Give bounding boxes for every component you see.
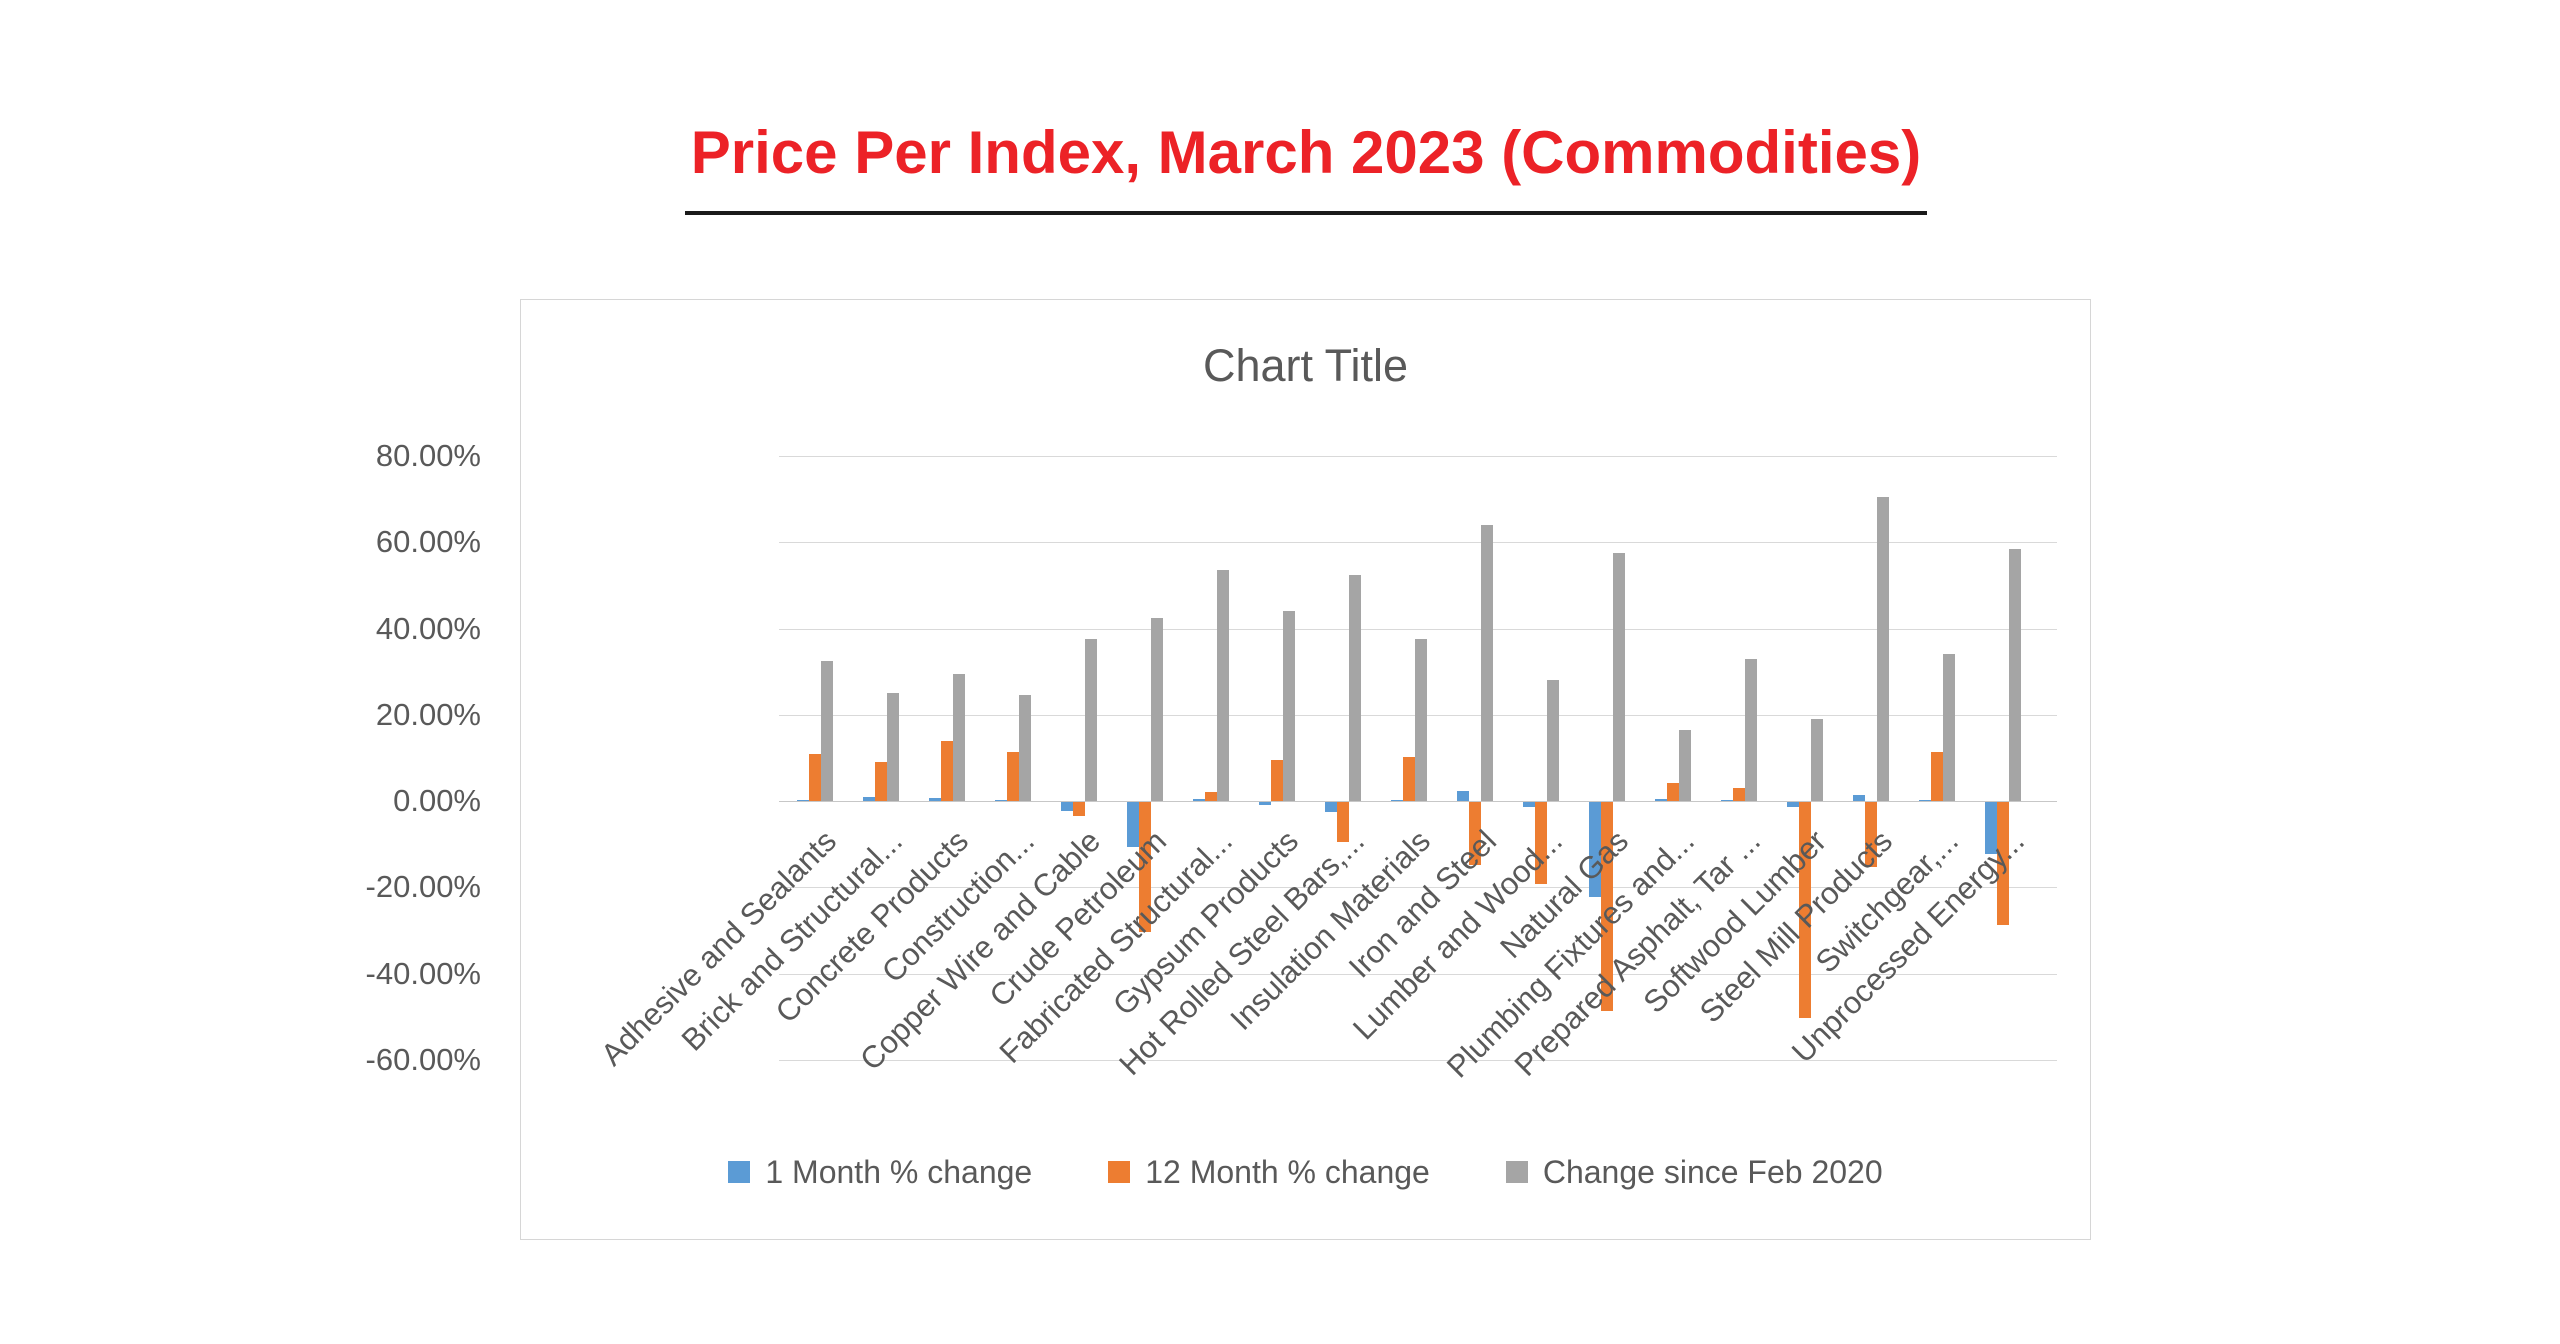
bar-orange [1799,802,1811,1018]
bar-gray [1151,617,1163,802]
y-axis-tick-label: 40.00% [375,610,481,646]
bar-blue [1721,800,1733,802]
bar-blue [1985,802,1997,854]
bar-gray [1217,570,1229,802]
gridline [779,1059,2057,1061]
y-axis-tick-label: -40.00% [365,955,481,991]
gridline [779,887,2057,889]
bar-blue [1061,802,1073,811]
bar-blue [1919,800,1931,802]
bar-orange [1601,802,1613,1012]
y-axis-tick-label: 0.00% [393,783,481,819]
bar-blue [1853,794,1865,802]
bar-gray [1943,654,1955,802]
bar-gray [887,693,899,802]
bar-blue [797,800,809,802]
bar-orange [1997,802,2009,926]
gridline [779,542,2057,544]
bar-gray [1745,658,1757,802]
bar-blue [1259,802,1271,805]
bar-orange [1271,759,1283,802]
bar-blue [1325,802,1337,813]
bar-orange [1733,788,1745,802]
bar-blue [863,797,875,802]
bar-gray [1085,639,1097,802]
bar-orange [1337,802,1349,843]
bar-blue [1589,802,1601,898]
x-axis-line [779,801,2057,803]
page-title-wrap: Price Per Index, March 2023 (Commodities… [520,118,2092,215]
bar-blue [1457,790,1469,802]
bar-gray [1019,695,1031,802]
bar-gray [2009,548,2021,802]
legend-label: Change since Feb 2020 [1542,1154,1883,1190]
bar-blue [1523,802,1535,807]
legend-label: 12 Month % change [1145,1154,1430,1190]
bar-blue [1193,798,1205,802]
y-axis-tick-label: 80.00% [375,438,481,473]
bar-orange [1865,802,1877,867]
chart-area: Chart Title 80.00% 60.00% 40.00% 20.00% 0.00… [366,299,2091,1240]
y-axis-tick-label: 60.00% [375,524,481,560]
legend-item: Change since Feb 2020 [1505,1152,1883,1192]
bar-orange [1139,802,1151,932]
bar-orange [1403,757,1415,802]
bar-orange [875,762,887,802]
y-axis-tick-label: -20.00% [365,869,481,905]
chart-title: Chart Title [1202,340,1409,391]
bar-gray [1349,574,1361,802]
gridline [779,628,2057,630]
y-axis-tick-label: -60.00% [365,1041,481,1077]
bar-gray [1613,553,1625,802]
bar-orange [1931,751,1943,802]
page-title: Price Per Index, March 2023 (Commodities… [684,118,1928,215]
legend-swatch-icon [1505,1161,1528,1183]
bar-gray [1481,525,1493,802]
gridline [779,973,2057,975]
legend-label: 1 Month % change [765,1154,1033,1190]
bar-blue [1787,802,1799,807]
gridline [779,456,2057,457]
bar-orange [1535,802,1547,885]
legend-item: 12 Month % change [1108,1152,1430,1192]
bar-gray [1811,719,1823,802]
bar-gray [1877,496,1889,802]
bar-gray [1415,639,1427,802]
legend-swatch-icon [728,1161,751,1183]
bar-orange [1205,792,1217,802]
legend-item: 1 Month % change [728,1152,1032,1192]
bar-blue [929,797,941,802]
bar-orange [1073,802,1085,816]
plot-area: 80.00% 60.00% 40.00% 20.00% 0.00% -20.00% -40.… [366,300,2090,1239]
legend: 1 Month % change 12 Month % change Change … [521,1152,2090,1192]
bar-orange [1007,751,1019,802]
bar-gray [1283,611,1295,802]
bar-blue [1655,798,1667,802]
bar-blue [1391,800,1403,802]
y-axis-tick-label: 20.00% [375,696,481,732]
bar-orange [1469,802,1481,865]
bar-gray [953,673,965,802]
bar-orange [1667,783,1679,802]
legend-swatch-icon [1108,1161,1131,1183]
bar-gray [1547,680,1559,802]
bar-blue [1127,802,1139,848]
bar-orange [941,740,953,802]
bar-gray [821,660,833,802]
bar-gray [1679,729,1691,802]
bar-blue [995,800,1007,802]
bar-orange [809,753,821,802]
